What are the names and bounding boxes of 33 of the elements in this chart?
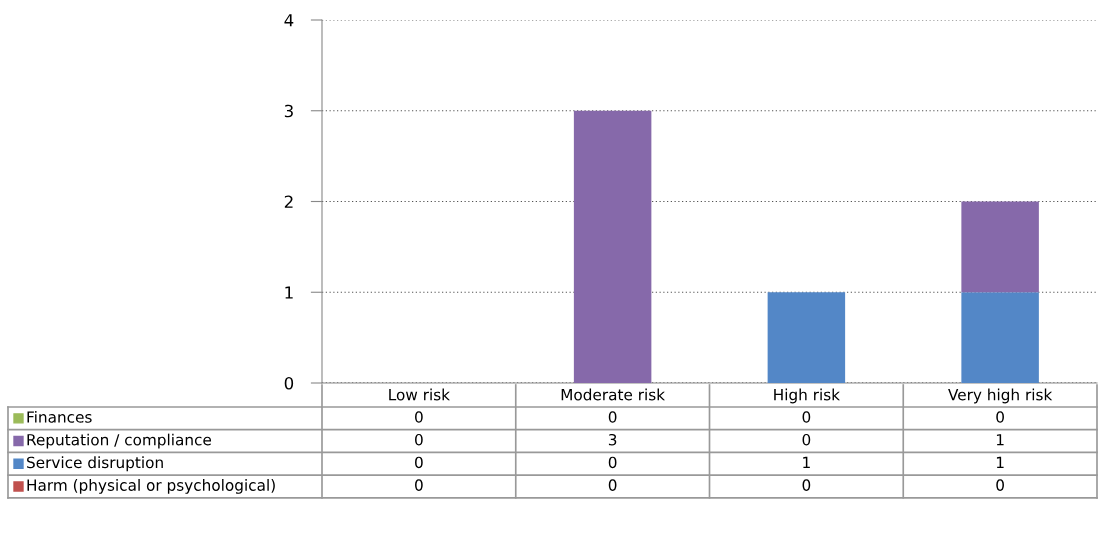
y-tick-label: 2 [284,195,293,208]
legend-label: Finances [27,410,92,423]
data-label: 0 [608,456,617,469]
x-tick-label: Moderate risk [561,388,666,401]
data-label: 1 [996,434,1004,446]
bar [573,110,652,383]
legend-label: Harm (physical or psychological) [27,479,275,494]
x-tick-label: High risk [774,388,840,404]
data-label: 0 [608,411,617,423]
bar [961,201,1039,293]
y-tick-label: 4 [284,14,294,27]
bar [767,292,846,383]
data-label: 1 [996,456,1004,468]
data-label: 0 [415,456,423,469]
y-tick-label: 0 [284,376,294,390]
data-label: 3 [608,433,617,446]
data-label: 0 [415,433,423,446]
x-tick-label: Low risk [389,388,450,401]
data-label: 0 [608,479,617,491]
data-label: 0 [996,479,1004,491]
data-label: 0 [415,411,423,423]
x-tick-label: Very high risk [948,388,1053,404]
legend-label: Reputation / compliance [27,433,212,449]
data-label: 0 [802,479,811,491]
legend-label: Service disruption [27,456,163,472]
y-tick-label: 1 [285,286,293,299]
data-label: 0 [415,479,423,491]
y-tick-label: 3 [284,104,293,118]
data-label: 0 [996,411,1004,423]
data-label: 0 [802,411,811,423]
bar [961,292,1039,383]
data-label: 0 [802,433,811,446]
data-label: 1 [803,456,810,468]
